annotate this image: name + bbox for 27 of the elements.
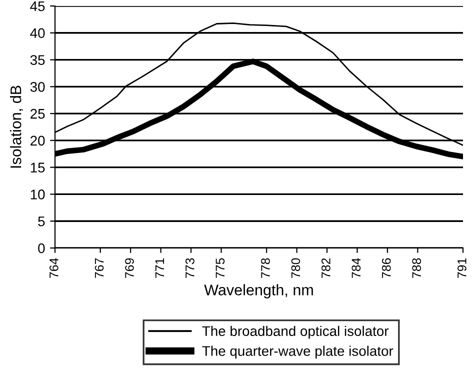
x-tick-label: 780 (291, 258, 300, 278)
y-tick-label: 20 (30, 136, 45, 146)
legend-label: The quarter-wave plate isolator (202, 346, 394, 359)
y-tick-label: 0 (38, 243, 45, 254)
y-axis-title: Isolation, dB (10, 86, 24, 168)
y-tick-label: 40 (30, 28, 45, 38)
y-tick-label: 30 (30, 82, 45, 92)
y-tick-label: 10 (30, 190, 45, 200)
legend-label: The broadband optical isolator (202, 326, 389, 339)
x-tick-label: 786 (382, 258, 391, 278)
x-tick-label: 775 (216, 258, 225, 278)
y-tick-label: 45 (30, 1, 45, 12)
x-tick-label: 767 (94, 258, 104, 278)
x-tick-label: 764 (50, 258, 58, 278)
x-tick-label: 769 (125, 258, 134, 278)
x-tick-label: 784 (352, 258, 361, 278)
y-tick-label: 25 (30, 108, 45, 119)
x-tick-label: 791 (458, 258, 466, 278)
x-tick-label: 788 (412, 258, 422, 278)
y-tick-label: 15 (30, 162, 45, 173)
y-tick-label: 35 (30, 55, 45, 65)
x-tick-label: 782 (322, 258, 330, 278)
y-tick-label: 5 (38, 216, 45, 226)
x-tick-label: 771 (155, 258, 164, 278)
x-axis-title: Wavelength, nm (204, 284, 313, 298)
x-tick-label: 778 (261, 258, 270, 278)
x-tick-label: 773 (186, 258, 194, 278)
